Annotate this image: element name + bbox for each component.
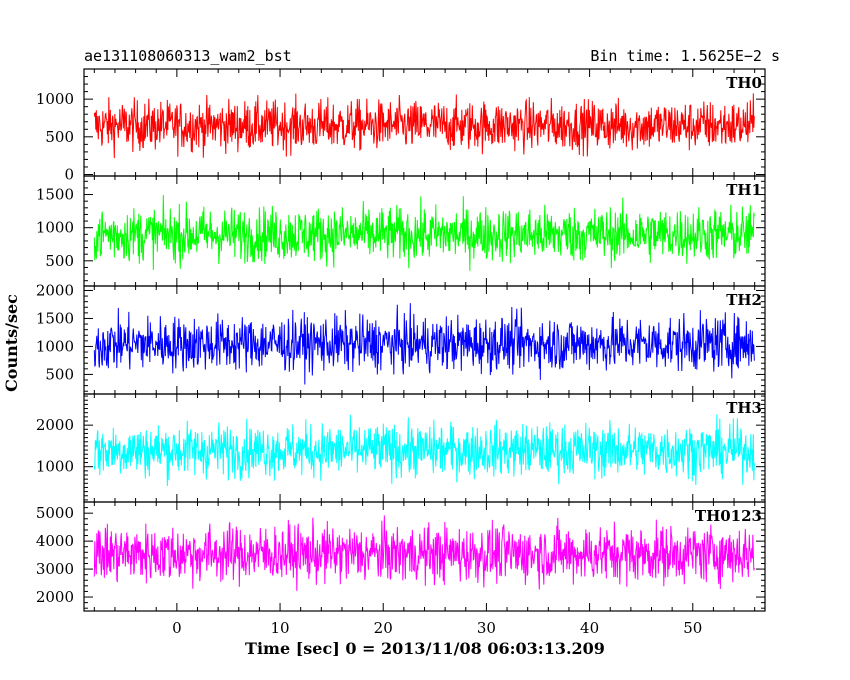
y-tick-label: 5000 <box>36 504 74 522</box>
y-tick-label: 1000 <box>36 219 74 237</box>
y-tick-label: 1500 <box>36 186 74 204</box>
y-tick-label: 2000 <box>36 588 74 606</box>
panel-th0-label: TH0 <box>726 74 762 92</box>
series-th1-line <box>93 194 755 271</box>
series-th3-line <box>93 414 755 486</box>
y-tick-label: 1000 <box>36 337 74 355</box>
y-tick-label: 2000 <box>36 416 74 434</box>
series-th2-line <box>93 303 755 385</box>
x-tick-label: 20 <box>374 619 393 637</box>
x-tick-label: 30 <box>477 619 496 637</box>
x-tick-label: 40 <box>580 619 599 637</box>
y-tick-label: 500 <box>45 252 74 270</box>
panel-th2-label: TH2 <box>726 291 762 309</box>
series-th0123-line <box>93 515 755 591</box>
y-tick-label: 1500 <box>36 309 74 327</box>
panel-th0123-label: TH0123 <box>695 507 762 525</box>
x-axis-label: Time [sec] 0 = 2013/11/08 06:03:13.209 <box>245 639 605 658</box>
figure-title: ae131108060313_wam2_bst <box>84 47 292 65</box>
y-tick-label: 0 <box>64 165 74 183</box>
x-tick-label: 10 <box>270 619 289 637</box>
y-axis-label: Counts/sec <box>2 294 21 392</box>
y-tick-label: 4000 <box>36 532 74 550</box>
y-tick-label: 1000 <box>36 90 74 108</box>
y-tick-label: 500 <box>45 365 74 383</box>
y-tick-label: 2000 <box>36 281 74 299</box>
series-th0-line <box>93 93 755 159</box>
x-tick-label: 50 <box>683 619 702 637</box>
panel-th1-label: TH1 <box>726 181 762 199</box>
panel-th3-label: TH3 <box>726 399 762 417</box>
y-tick-label: 1000 <box>36 458 74 476</box>
y-tick-label: 3000 <box>36 560 74 578</box>
bin-time-label: Bin time: 1.5625E−2 s <box>590 47 780 65</box>
y-tick-label: 500 <box>45 128 74 146</box>
x-tick-label: 0 <box>172 619 182 637</box>
